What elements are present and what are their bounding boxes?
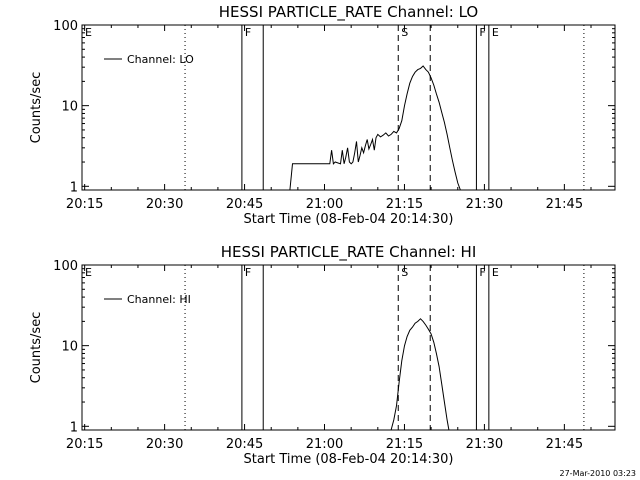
timestamp: 27-Mar-2010 03:23 bbox=[560, 469, 637, 478]
chart-panel-1: HESSI PARTICLE_RATE Channel: LO 20:15 20:3… bbox=[29, 3, 616, 227]
x-tick-label: 20:30 bbox=[146, 437, 183, 452]
flag-label: E bbox=[492, 266, 499, 279]
plot-frame bbox=[81, 24, 616, 191]
x-tick-label: 21:45 bbox=[546, 437, 583, 452]
x-tick-label: 20:15 bbox=[66, 197, 103, 212]
x-tick-label: 20:45 bbox=[226, 437, 263, 452]
x-tick-label: 21:30 bbox=[466, 437, 503, 452]
chart-panel-2: HESSI PARTICLE_RATE Channel: HI 20:15 20:3… bbox=[29, 243, 616, 467]
flag-label: E bbox=[492, 26, 499, 39]
x-tick-label: 21:30 bbox=[466, 197, 503, 212]
series-line bbox=[390, 318, 450, 431]
flag-label: S bbox=[401, 266, 408, 279]
flag-label: F bbox=[479, 266, 485, 279]
legend-label: Channel: HI bbox=[127, 293, 191, 306]
y-tick-label: 10 bbox=[61, 340, 78, 355]
y-tick-label: 100 bbox=[53, 19, 78, 34]
y-axis-label: Counts/sec bbox=[29, 72, 44, 144]
flag-label: E bbox=[85, 26, 92, 39]
x-axis-label: Start Time (08-Feb-04 20:14:30) bbox=[244, 452, 454, 467]
legend-label: Channel: LO bbox=[127, 53, 194, 66]
x-tick-label: 21:45 bbox=[546, 197, 583, 212]
flag-label: F bbox=[245, 26, 251, 39]
y-axis-label: Counts/sec bbox=[29, 312, 44, 384]
x-tick-label: 21:15 bbox=[386, 197, 423, 212]
x-tick-label: 21:00 bbox=[306, 197, 343, 212]
flag-label: F bbox=[479, 26, 485, 39]
x-axis-label: Start Time (08-Feb-04 20:14:30) bbox=[244, 212, 454, 227]
x-tick-label: 21:15 bbox=[386, 437, 423, 452]
series-line bbox=[289, 65, 465, 191]
y-tick-label: 1 bbox=[70, 180, 78, 195]
plot-frame bbox=[81, 264, 616, 431]
x-tick-label: 20:30 bbox=[146, 197, 183, 212]
flag-label: F bbox=[245, 266, 251, 279]
x-tick-label: 21:00 bbox=[306, 437, 343, 452]
flag-label: S bbox=[401, 26, 408, 39]
y-tick-label: 10 bbox=[61, 100, 78, 115]
y-tick-label: 1 bbox=[70, 420, 78, 435]
y-tick-label: 100 bbox=[53, 259, 78, 274]
chart-title: HESSI PARTICLE_RATE Channel: HI bbox=[221, 243, 477, 262]
x-tick-label: 20:15 bbox=[66, 437, 103, 452]
x-tick-label: 20:45 bbox=[226, 197, 263, 212]
flag-label: E bbox=[85, 266, 92, 279]
chart-title: HESSI PARTICLE_RATE Channel: LO bbox=[219, 3, 478, 22]
